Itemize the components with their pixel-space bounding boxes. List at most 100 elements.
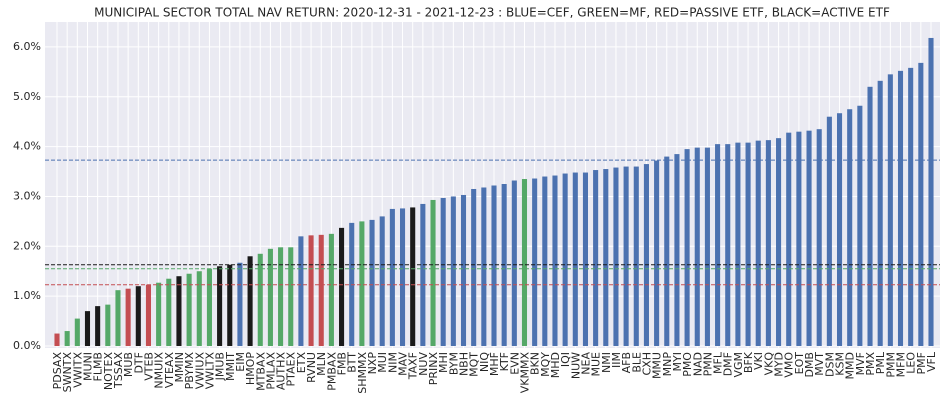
bar bbox=[481, 187, 487, 347]
x-tick-label: DMB bbox=[803, 352, 816, 378]
x-tick-label: MHI bbox=[437, 352, 450, 373]
bar bbox=[786, 132, 792, 347]
bar bbox=[227, 264, 233, 347]
reference-lines bbox=[45, 159, 940, 286]
bar bbox=[857, 105, 863, 347]
bar bbox=[115, 290, 121, 347]
bar bbox=[735, 142, 741, 347]
y-tick-label: 2.0% bbox=[13, 239, 41, 252]
x-tick-label: BKN bbox=[529, 352, 542, 375]
x-tick-label: BTT bbox=[346, 352, 359, 373]
bar bbox=[308, 235, 314, 347]
x-tick-label: PBYMX bbox=[183, 352, 196, 390]
x-tick-label: MAV bbox=[397, 352, 410, 376]
x-tick-label: BFK bbox=[742, 351, 755, 373]
x-tick-label: MLN bbox=[315, 352, 328, 376]
x-tick-label: FMB bbox=[336, 352, 349, 375]
bar bbox=[74, 318, 80, 347]
x-tick-label: PDSAX bbox=[51, 352, 64, 390]
bar bbox=[389, 208, 395, 347]
x-tick-label: MVF bbox=[854, 352, 867, 375]
bar bbox=[847, 109, 853, 347]
y-tick-label: 1.0% bbox=[13, 289, 41, 302]
bar bbox=[582, 172, 589, 347]
x-tick-label: PMO bbox=[681, 352, 694, 377]
bar bbox=[755, 140, 761, 347]
bar bbox=[166, 278, 172, 347]
x-tick-label: JMUB bbox=[214, 352, 227, 381]
x-tick-label: RVNU bbox=[305, 352, 318, 383]
x-tick-label: MUE bbox=[590, 352, 603, 377]
bar bbox=[654, 160, 660, 347]
x-tick-label: PMLAX bbox=[264, 352, 277, 390]
bar bbox=[430, 199, 436, 347]
x-tick-label: MMU bbox=[651, 352, 664, 379]
bar bbox=[715, 144, 721, 347]
x-tick-label: VWLTX bbox=[203, 352, 216, 390]
x-tick-label: SWNTX bbox=[61, 352, 74, 393]
bar bbox=[532, 178, 538, 347]
bar bbox=[704, 147, 710, 347]
bar bbox=[745, 142, 751, 347]
x-tick-label: IQI bbox=[559, 352, 572, 367]
bar bbox=[684, 149, 690, 347]
bar bbox=[542, 176, 548, 347]
bar bbox=[593, 170, 599, 347]
bar bbox=[450, 196, 456, 347]
x-tick-label: NMUIX bbox=[153, 352, 166, 389]
x-tick-label: DMF bbox=[722, 352, 735, 376]
bar bbox=[572, 172, 578, 347]
bar bbox=[369, 219, 375, 347]
bar bbox=[318, 234, 324, 347]
bar bbox=[867, 86, 873, 347]
x-tick-label: BYM bbox=[447, 352, 460, 375]
x-tick-label: MUB bbox=[122, 352, 135, 377]
x-tick-label: NOTEX bbox=[102, 352, 115, 391]
x-tick-label: PMBAX bbox=[325, 352, 338, 391]
bar bbox=[776, 138, 782, 347]
x-tick-label: VKMMX bbox=[518, 352, 531, 394]
x-tick-label: PRINX bbox=[427, 352, 440, 386]
x-tick-label: NIM bbox=[386, 352, 399, 373]
x-tick-label: MMD bbox=[844, 352, 857, 379]
x-tick-label: EVN bbox=[508, 352, 521, 375]
y-tick-label: 0.0% bbox=[13, 339, 41, 352]
bar bbox=[399, 208, 406, 347]
x-tick-label: MYI bbox=[671, 352, 684, 371]
bar bbox=[887, 74, 893, 347]
bar bbox=[196, 271, 202, 347]
bar bbox=[257, 253, 263, 347]
bar bbox=[379, 216, 385, 347]
bar bbox=[897, 70, 904, 347]
bar bbox=[471, 188, 477, 347]
x-tick-label: FLMB bbox=[92, 352, 105, 382]
bar bbox=[521, 179, 528, 347]
bar bbox=[156, 282, 162, 347]
x-tick-label: MTBAX bbox=[254, 352, 267, 391]
x-tick-label: MMIT bbox=[224, 352, 237, 381]
bar bbox=[288, 247, 294, 347]
x-tick-label: NXP bbox=[366, 352, 379, 375]
bar bbox=[125, 288, 131, 347]
bar bbox=[806, 130, 812, 347]
bar bbox=[765, 140, 771, 347]
chart-title: MUNICIPAL SECTOR TOTAL NAV RETURN: 2020-… bbox=[94, 6, 890, 20]
bar bbox=[562, 173, 568, 347]
x-tick-label: KTF bbox=[498, 352, 511, 371]
x-tick-label: MHD bbox=[549, 352, 562, 378]
x-tick-label: MMIN bbox=[173, 352, 186, 382]
bar bbox=[176, 276, 182, 347]
x-tick-label: MVT bbox=[813, 352, 826, 376]
x-tick-label: PTAEX bbox=[285, 352, 298, 387]
bar bbox=[725, 144, 731, 347]
x-tick-label: SHMMX bbox=[356, 352, 369, 394]
bar bbox=[908, 67, 914, 347]
bar bbox=[440, 197, 446, 347]
bar bbox=[623, 166, 629, 347]
bar bbox=[84, 311, 91, 347]
bar bbox=[298, 236, 304, 347]
bar bbox=[877, 80, 883, 347]
bar bbox=[410, 207, 416, 347]
x-tick-label: AUTHX bbox=[275, 352, 288, 391]
